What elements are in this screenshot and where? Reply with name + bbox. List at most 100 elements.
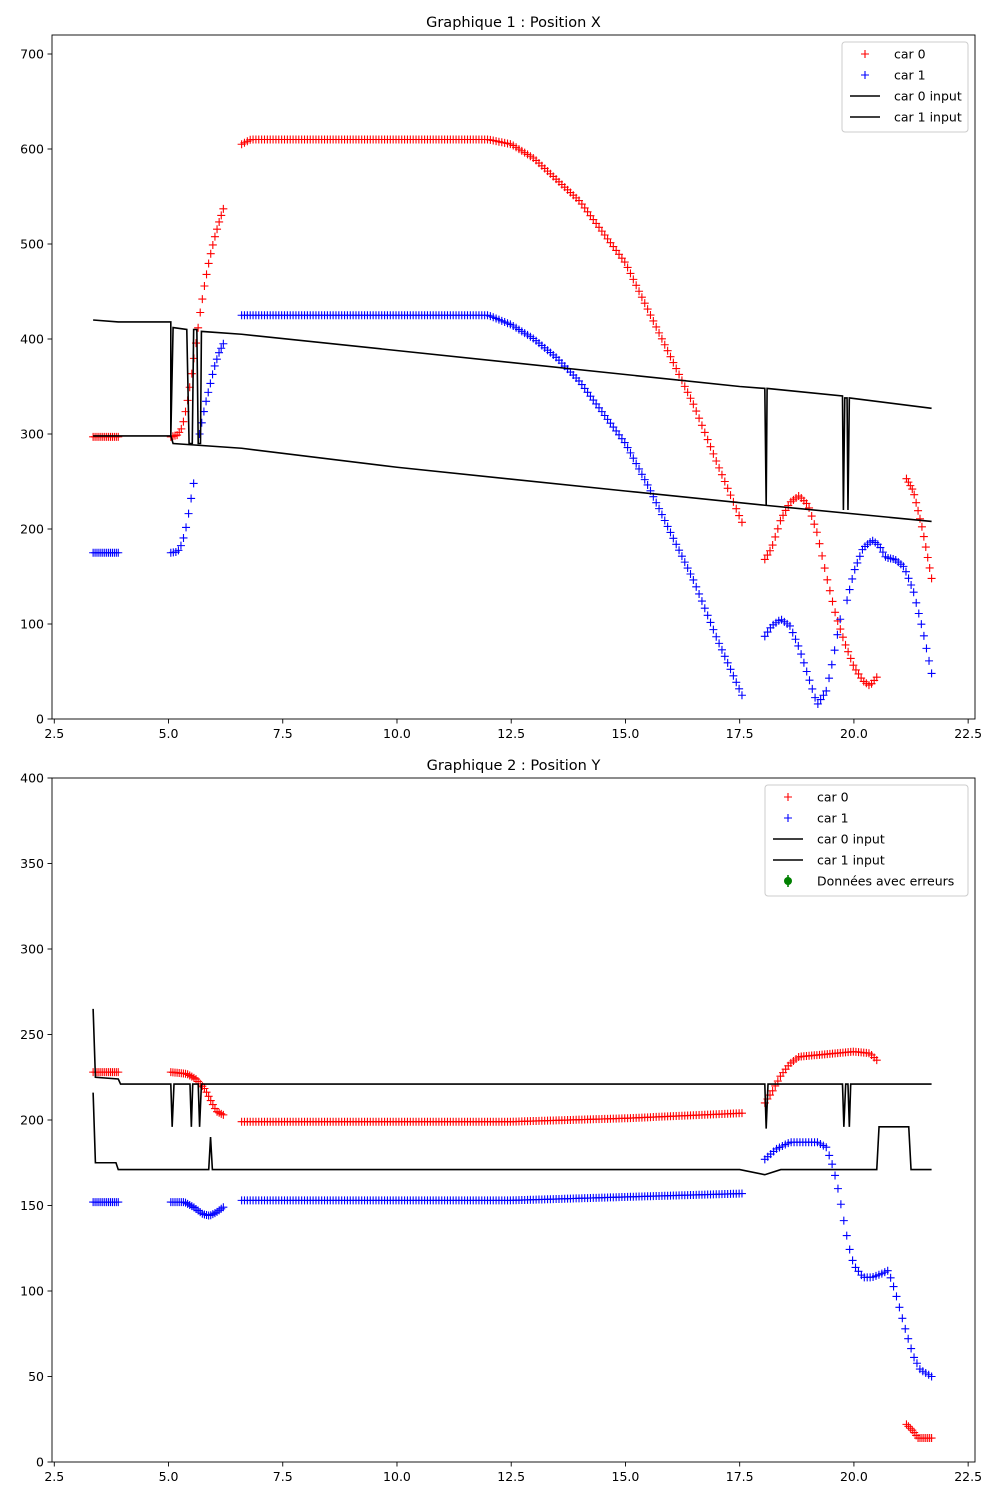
data-point	[921, 543, 930, 552]
data-point	[910, 1353, 919, 1362]
data-point	[217, 344, 226, 353]
data-point	[899, 562, 908, 571]
data-point	[683, 388, 692, 397]
data-point	[788, 628, 797, 637]
data-point	[649, 316, 658, 325]
data-point	[833, 1184, 842, 1193]
data-point	[189, 1203, 198, 1212]
data-point	[848, 1256, 857, 1265]
data-point	[737, 1109, 746, 1118]
data-point	[844, 647, 853, 656]
chart-position-x: Graphique 1 : Position X 2.5 5.0 7.5 10.0 12.…	[20, 15, 982, 741]
data-point	[217, 1204, 226, 1213]
data-point	[657, 510, 666, 519]
data-point	[637, 470, 646, 479]
data-point	[198, 1209, 207, 1218]
legend-label: Données avec erreurs	[817, 874, 954, 889]
legend-box	[764, 784, 969, 897]
x-tick-label: 10.0	[383, 1469, 411, 1484]
data-point	[196, 308, 205, 317]
legend-marker-swatch	[784, 814, 792, 822]
data-point	[927, 574, 936, 583]
data-point	[802, 499, 811, 508]
data-point	[717, 645, 726, 654]
data-point	[213, 225, 222, 234]
data-point	[812, 528, 821, 537]
data-point	[210, 232, 219, 241]
x-tick-label: 2.5	[44, 1469, 64, 1484]
data-point	[842, 1231, 851, 1240]
y-tick-label: 100	[20, 1284, 44, 1299]
data-point	[833, 630, 842, 639]
data-point	[675, 546, 684, 555]
y-tick-label: 250	[20, 1027, 44, 1042]
data-point	[196, 1208, 205, 1217]
data-point	[672, 364, 681, 373]
y-tick-label: 200	[20, 1113, 44, 1128]
data-point	[640, 475, 649, 484]
legend-box	[841, 41, 969, 133]
data-point	[175, 428, 184, 437]
data-point	[902, 1420, 911, 1429]
data-point	[717, 470, 726, 479]
legend-label: car 0 input	[894, 89, 962, 104]
data-point	[845, 1245, 854, 1254]
data-point	[808, 684, 817, 693]
data-point	[660, 340, 669, 349]
chart-title: Graphique 1 : Position X	[426, 15, 601, 31]
series-line	[93, 319, 932, 511]
data-point	[914, 609, 923, 618]
data-point	[212, 355, 221, 364]
data-point	[114, 1198, 123, 1207]
data-point	[666, 528, 675, 537]
data-point	[114, 432, 123, 441]
data-point	[895, 1303, 904, 1312]
data-point	[912, 1359, 921, 1368]
data-point	[828, 1160, 837, 1169]
data-point	[695, 589, 704, 598]
data-point	[922, 644, 931, 653]
data-point	[174, 546, 183, 555]
data-point	[872, 1056, 881, 1065]
data-point	[925, 656, 934, 665]
data-point	[850, 565, 859, 574]
series-line	[93, 435, 932, 523]
plot-area	[89, 135, 936, 708]
x-tick-label: 7.5	[273, 726, 293, 741]
data-point	[907, 1344, 916, 1353]
data-point	[855, 552, 864, 561]
data-point	[794, 641, 803, 650]
series-line	[92, 1008, 932, 1129]
x-tick-label: 7.5	[273, 1469, 293, 1484]
data-point	[629, 454, 638, 463]
data-point	[908, 485, 917, 494]
series-car-1-input	[92, 1092, 932, 1176]
data-point	[695, 414, 704, 423]
data-point	[805, 676, 814, 685]
data-point	[805, 503, 814, 512]
data-point	[179, 1198, 188, 1207]
data-point	[853, 558, 862, 567]
data-point	[183, 1199, 192, 1208]
series-car-1-input	[93, 435, 932, 523]
data-point	[206, 1211, 215, 1220]
data-point	[629, 275, 638, 284]
data-point	[771, 532, 780, 541]
data-point	[818, 551, 827, 560]
data-point	[825, 674, 834, 683]
data-point	[845, 585, 854, 594]
data-point	[210, 1209, 219, 1218]
data-point	[706, 618, 715, 627]
data-point	[729, 671, 738, 680]
y-tick-label: 150	[20, 1198, 44, 1213]
data-point	[828, 597, 837, 606]
data-point	[215, 217, 224, 226]
data-point	[892, 1292, 901, 1301]
x-tick-label: 5.0	[159, 726, 179, 741]
legend-label: car 0 input	[817, 832, 885, 847]
data-point	[854, 669, 863, 678]
data-point	[886, 1273, 895, 1282]
legend-marker-swatch	[861, 71, 869, 79]
data-point	[652, 322, 661, 331]
